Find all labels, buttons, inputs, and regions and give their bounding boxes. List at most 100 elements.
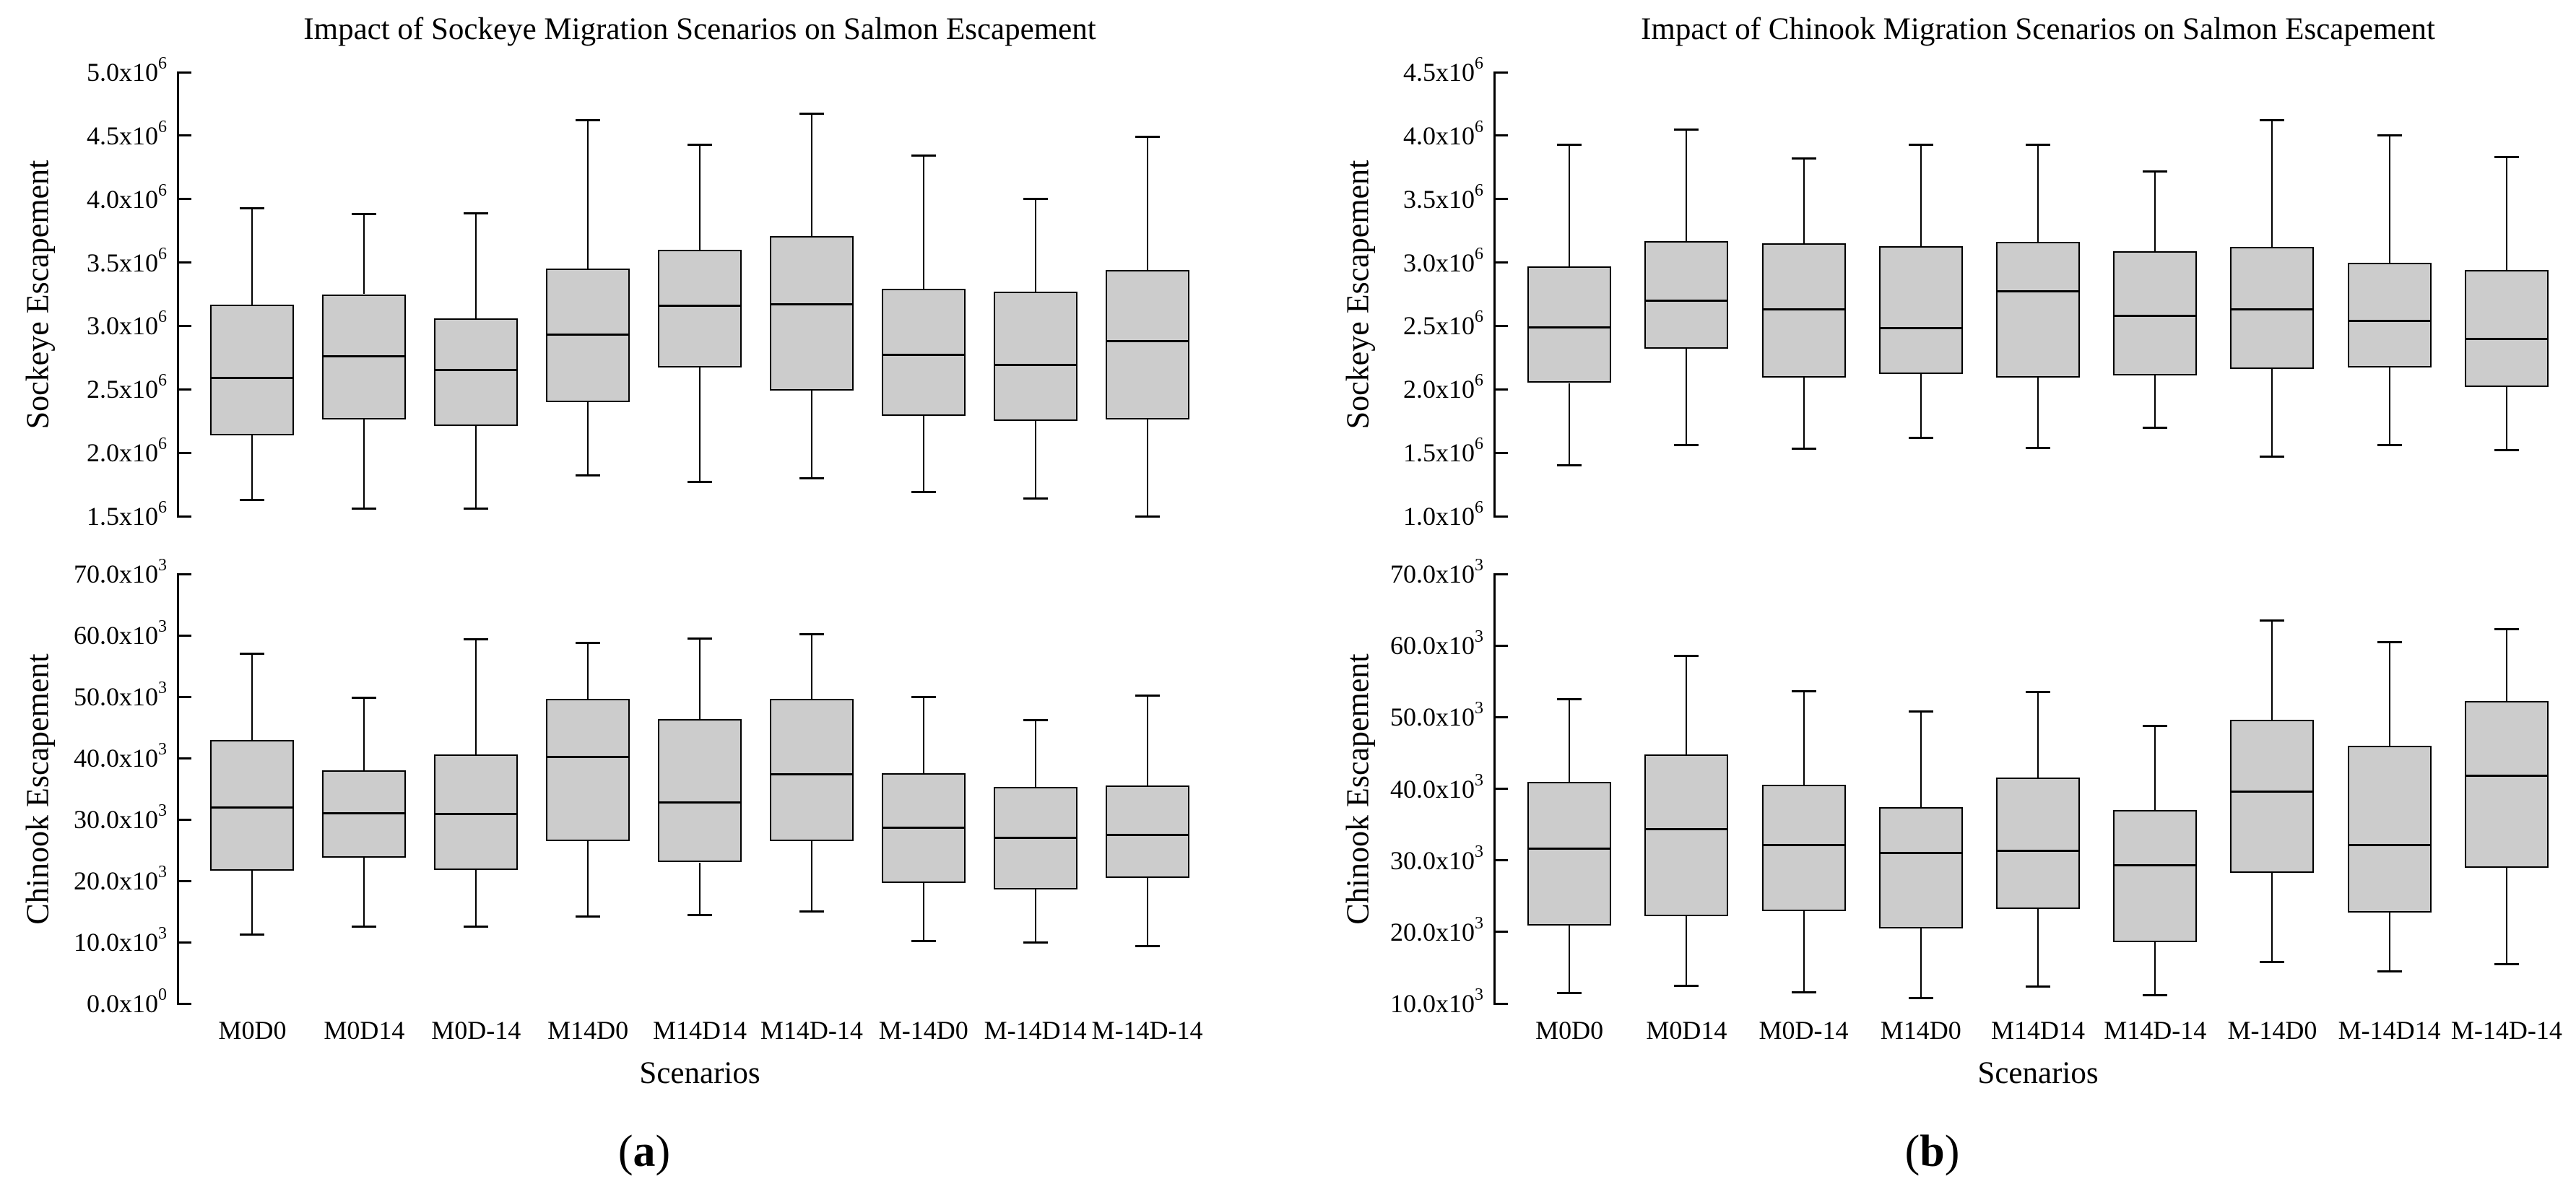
y-axis-tick bbox=[1493, 715, 1508, 718]
whisker-upper bbox=[1803, 158, 1805, 244]
median-line bbox=[658, 801, 742, 804]
whisker-lower bbox=[1569, 383, 1571, 466]
whisker-lower bbox=[699, 367, 701, 482]
x-category-label-M0D-14: M0D-14 bbox=[1758, 1016, 1849, 1045]
tick-mantissa: 3.5x10 bbox=[87, 248, 158, 277]
whisker-cap-lower bbox=[2026, 985, 2050, 988]
whisker-cap-lower bbox=[1135, 515, 1160, 518]
tick-mantissa: 20.0x10 bbox=[74, 866, 158, 895]
x-category-label-M0D14: M0D14 bbox=[324, 1016, 405, 1045]
caption-char: b bbox=[1920, 1127, 1945, 1176]
x-category-label-M-14D-14: M-14D-14 bbox=[1091, 1016, 1203, 1045]
tick-exponent: 6 bbox=[1475, 498, 1483, 517]
y-axis-tick-label: 40.0x103 bbox=[1321, 772, 1483, 804]
whisker-cap-lower bbox=[1791, 448, 1816, 450]
whisker-upper bbox=[2505, 629, 2507, 701]
iqr-box-M-14D14 bbox=[993, 291, 1077, 422]
median-line bbox=[2347, 844, 2432, 847]
y-axis-tick-label: 1.5x106 bbox=[1321, 435, 1483, 468]
whisker-cap-lower bbox=[2494, 962, 2519, 965]
y-axis-tick-label: 3.5x106 bbox=[1321, 182, 1483, 214]
tick-exponent: 3 bbox=[1475, 842, 1483, 861]
y-axis-tick-label: 2.5x106 bbox=[1321, 308, 1483, 341]
whisker-upper bbox=[1034, 199, 1036, 292]
whisker-lower bbox=[2037, 909, 2039, 987]
whisker-cap-upper bbox=[1791, 690, 1816, 693]
y-axis-tick-label: 0.0x100 bbox=[4, 986, 167, 1019]
whisker-cap-upper bbox=[799, 113, 824, 116]
iqr-box-M0D14 bbox=[1644, 240, 1729, 349]
caption-char: a bbox=[633, 1127, 656, 1176]
y-axis-tick-label: 60.0x103 bbox=[4, 618, 167, 650]
whisker-cap-lower bbox=[911, 491, 936, 494]
whisker-upper bbox=[2388, 642, 2390, 746]
y-axis-tick bbox=[1493, 388, 1508, 391]
median-line bbox=[322, 355, 407, 358]
y-axis-tick-label: 2.0x106 bbox=[1321, 372, 1483, 404]
tick-exponent: 3 bbox=[158, 863, 167, 882]
whisker-cap-lower bbox=[2026, 446, 2050, 449]
whisker-cap-lower bbox=[1908, 996, 1933, 999]
tick-exponent: 6 bbox=[158, 308, 167, 327]
tick-mantissa: 2.0x10 bbox=[87, 438, 158, 468]
tick-mantissa: 1.0x10 bbox=[1403, 502, 1475, 531]
whisker-lower bbox=[587, 840, 589, 917]
whisker-lower bbox=[2271, 872, 2273, 962]
median-line bbox=[1527, 326, 1612, 328]
whisker-lower bbox=[1034, 889, 1036, 942]
whisker-cap-lower bbox=[576, 915, 601, 918]
y-axis-tick-label: 4.5x106 bbox=[1321, 55, 1483, 87]
iqr-box-M0D0 bbox=[210, 739, 295, 871]
median-line bbox=[2230, 308, 2315, 311]
whisker-cap-lower bbox=[799, 910, 824, 913]
median-line bbox=[1527, 848, 1612, 850]
tick-mantissa: 50.0x10 bbox=[1390, 702, 1475, 732]
tick-mantissa: 60.0x10 bbox=[74, 621, 158, 650]
median-line bbox=[546, 755, 630, 758]
tick-exponent: 6 bbox=[1475, 244, 1483, 264]
whisker-cap-upper bbox=[1135, 136, 1160, 139]
whisker-cap-upper bbox=[576, 119, 601, 122]
whisker-upper bbox=[2037, 692, 2039, 778]
whisker-cap-upper bbox=[1135, 694, 1160, 697]
tick-mantissa: 1.5x10 bbox=[1403, 438, 1475, 468]
whisker-lower bbox=[251, 870, 253, 935]
y-axis-tick bbox=[1493, 324, 1508, 327]
y-axis-spine bbox=[177, 72, 179, 516]
whisker-cap-upper bbox=[2494, 627, 2519, 630]
y-axis-tick-label: 1.0x106 bbox=[1321, 498, 1483, 531]
tick-exponent: 6 bbox=[158, 117, 167, 136]
y-axis-tick bbox=[177, 451, 191, 454]
whisker-cap-lower bbox=[1674, 984, 1699, 987]
whisker-lower bbox=[922, 883, 924, 941]
whisker-upper bbox=[475, 213, 477, 318]
whisker-cap-lower bbox=[1023, 941, 1048, 944]
y-axis-tick-label: 2.5x106 bbox=[4, 372, 167, 404]
y-axis-tick-label: 20.0x103 bbox=[1321, 915, 1483, 947]
y-axis-tick-label: 2.0x106 bbox=[4, 435, 167, 468]
iqr-box-M0D-14 bbox=[434, 754, 519, 870]
whisker-cap-upper bbox=[352, 697, 377, 700]
tick-exponent: 3 bbox=[158, 801, 167, 820]
median-line bbox=[1761, 844, 1846, 847]
iqr-box-M-14D0 bbox=[881, 289, 966, 417]
median-line bbox=[993, 837, 1077, 839]
tick-exponent: 3 bbox=[158, 679, 167, 697]
whisker-lower bbox=[2271, 369, 2273, 457]
whisker-cap-upper bbox=[1557, 698, 1582, 701]
whisker-upper bbox=[363, 214, 365, 295]
whisker-cap-lower bbox=[688, 914, 712, 917]
y-axis-tick-label: 1.5x106 bbox=[4, 499, 167, 531]
whisker-cap-lower bbox=[240, 933, 265, 936]
whisker-cap-upper bbox=[2377, 640, 2402, 643]
y-axis-spine bbox=[177, 574, 179, 1004]
x-category-label-M-14D14: M-14D14 bbox=[2338, 1016, 2441, 1045]
panel-a-title: Impact of Sockeye Migration Scenarios on… bbox=[303, 12, 1096, 46]
iqr-box-M14D-14 bbox=[2113, 251, 2198, 375]
whisker-upper bbox=[810, 634, 812, 700]
tick-mantissa: 60.0x10 bbox=[1390, 631, 1475, 661]
tick-mantissa: 50.0x10 bbox=[74, 682, 158, 711]
y-axis-tick bbox=[177, 757, 191, 759]
whisker-cap-upper bbox=[1791, 157, 1816, 160]
y-axis-tick-label: 30.0x103 bbox=[4, 801, 167, 835]
